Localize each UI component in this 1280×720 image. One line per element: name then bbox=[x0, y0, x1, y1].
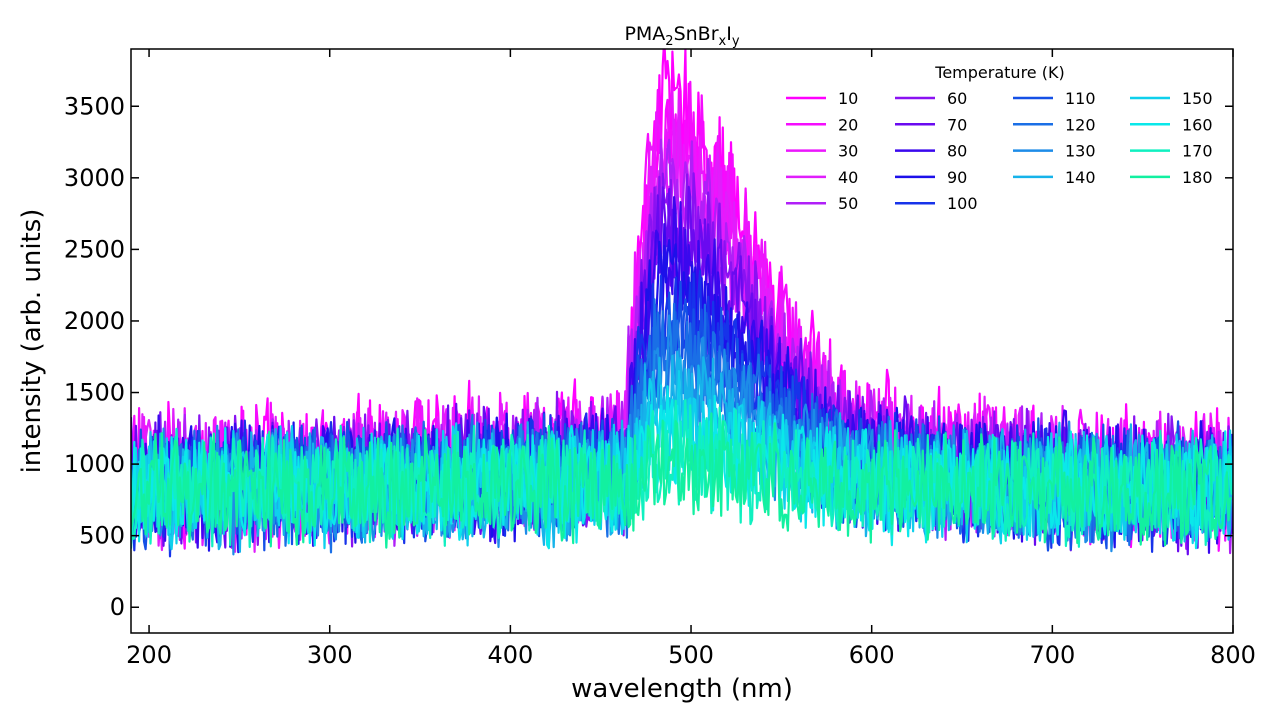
legend-label-150: 150 bbox=[1182, 89, 1213, 108]
legend: Temperature (K) 10 20 30 40 50 60 70 80 90 100 110… bbox=[786, 63, 1213, 213]
legend-label-70: 70 bbox=[947, 115, 967, 134]
series-line-170 bbox=[131, 398, 1233, 549]
legend-label-170: 170 bbox=[1182, 142, 1213, 161]
plot-frame bbox=[130, 48, 1234, 634]
y-tick-label: 2000 bbox=[64, 307, 125, 335]
legend-label-10: 10 bbox=[838, 89, 858, 108]
x-tick-label: 500 bbox=[668, 641, 714, 669]
x-axis-label: wavelength (nm) bbox=[571, 674, 793, 704]
legend-label-40: 40 bbox=[838, 168, 858, 187]
legend-label-160: 160 bbox=[1182, 115, 1213, 134]
y-tick-label: 3000 bbox=[64, 164, 125, 192]
legend-title: Temperature (K) bbox=[934, 63, 1064, 82]
x-tick-label: 600 bbox=[849, 641, 895, 669]
x-tick-label: 200 bbox=[126, 641, 172, 669]
legend-label-180: 180 bbox=[1182, 168, 1213, 187]
legend-label-110: 110 bbox=[1065, 89, 1096, 108]
legend-label-100: 100 bbox=[947, 194, 978, 213]
legend-label-120: 120 bbox=[1065, 115, 1096, 134]
x-tick-label: 400 bbox=[487, 641, 533, 669]
legend-label-130: 130 bbox=[1065, 142, 1096, 161]
legend-label-60: 60 bbox=[947, 89, 967, 108]
x-axis: 200 300 400 500 600 700 800 bbox=[126, 49, 1256, 669]
chart-title: PMA2SnBrxIy bbox=[624, 23, 739, 49]
y-axis: 0 500 1000 1500 2000 2500 3000 3500 bbox=[64, 92, 1233, 621]
y-tick-label: 500 bbox=[79, 522, 125, 550]
legend-label-90: 90 bbox=[947, 168, 967, 187]
y-tick-label: 3500 bbox=[64, 92, 125, 120]
y-tick-label: 1500 bbox=[64, 379, 125, 407]
y-axis-label: intensity (arb. units) bbox=[17, 209, 47, 474]
y-tick-label: 1000 bbox=[64, 450, 125, 478]
y-tick-label: 0 bbox=[110, 593, 125, 621]
series-line-180 bbox=[131, 412, 1232, 549]
x-tick-label: 800 bbox=[1210, 641, 1256, 669]
x-tick-label: 700 bbox=[1029, 641, 1075, 669]
series-group bbox=[131, 49, 1233, 558]
legend-label-80: 80 bbox=[947, 142, 967, 161]
legend-label-20: 20 bbox=[838, 115, 858, 134]
legend-label-30: 30 bbox=[838, 142, 858, 161]
y-tick-label: 2500 bbox=[64, 235, 125, 263]
legend-label-140: 140 bbox=[1065, 168, 1096, 187]
legend-label-50: 50 bbox=[838, 194, 858, 213]
x-tick-label: 300 bbox=[307, 641, 353, 669]
